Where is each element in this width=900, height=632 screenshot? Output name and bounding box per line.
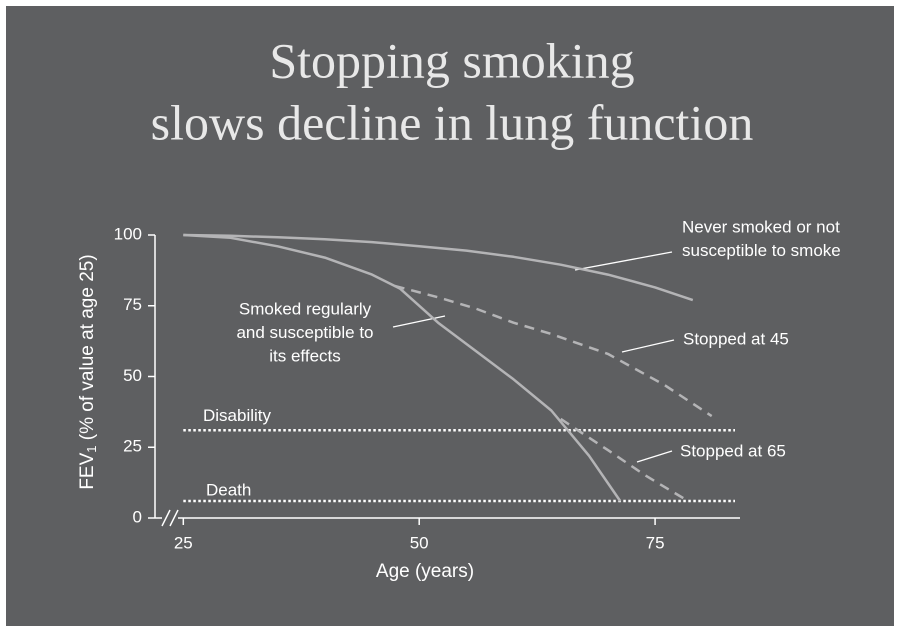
chart-title: Stopping smoking	[269, 32, 634, 88]
chart-title: slows decline in lung function	[151, 94, 754, 150]
axis-break	[169, 509, 179, 527]
series-line	[183, 233, 694, 302]
y-axis-label-main: FEV	[77, 452, 98, 489]
background	[6, 6, 894, 626]
annotation: Never smoked or not	[682, 217, 840, 236]
annotation: susceptible to smoke	[682, 241, 841, 260]
y-axis-label: FEV1 (% of value at age 25)	[77, 254, 99, 489]
x-tick-label: 75	[646, 533, 665, 552]
leader-line	[636, 450, 673, 463]
y-tick-label: 25	[123, 437, 142, 456]
x-tick-label: 50	[410, 533, 429, 552]
leader-line	[392, 315, 446, 328]
y-tick-label: 100	[114, 224, 142, 243]
series-line	[560, 417, 685, 500]
x-tick-label: 25	[174, 533, 193, 552]
annotation: Stopped at 65	[680, 441, 786, 460]
leader-line	[621, 339, 675, 353]
leader-line	[574, 251, 673, 271]
reference-label: Death	[206, 481, 251, 500]
reference-label: Disability	[203, 406, 272, 425]
x-axis-label: Age (years)	[376, 561, 474, 582]
series-line	[183, 233, 622, 502]
y-tick-label: 0	[133, 507, 142, 526]
annotation: its effects	[269, 346, 341, 365]
y-tick-label: 50	[123, 366, 142, 385]
y-axis-label-rest: (% of value at age 25)	[77, 254, 98, 445]
series-line	[394, 284, 713, 418]
annotation: Stopped at 45	[683, 329, 789, 348]
y-tick-label: 75	[123, 295, 142, 314]
annotation: Smoked regularly	[239, 299, 372, 318]
y-axis-label-subscript: 1	[84, 445, 99, 452]
axis-break	[161, 509, 171, 527]
annotation: and susceptible to	[236, 323, 373, 342]
